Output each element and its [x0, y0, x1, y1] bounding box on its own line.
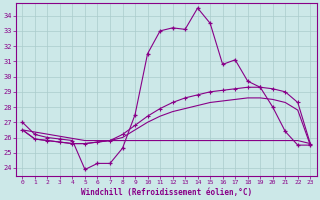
- X-axis label: Windchill (Refroidissement éolien,°C): Windchill (Refroidissement éolien,°C): [81, 188, 252, 197]
